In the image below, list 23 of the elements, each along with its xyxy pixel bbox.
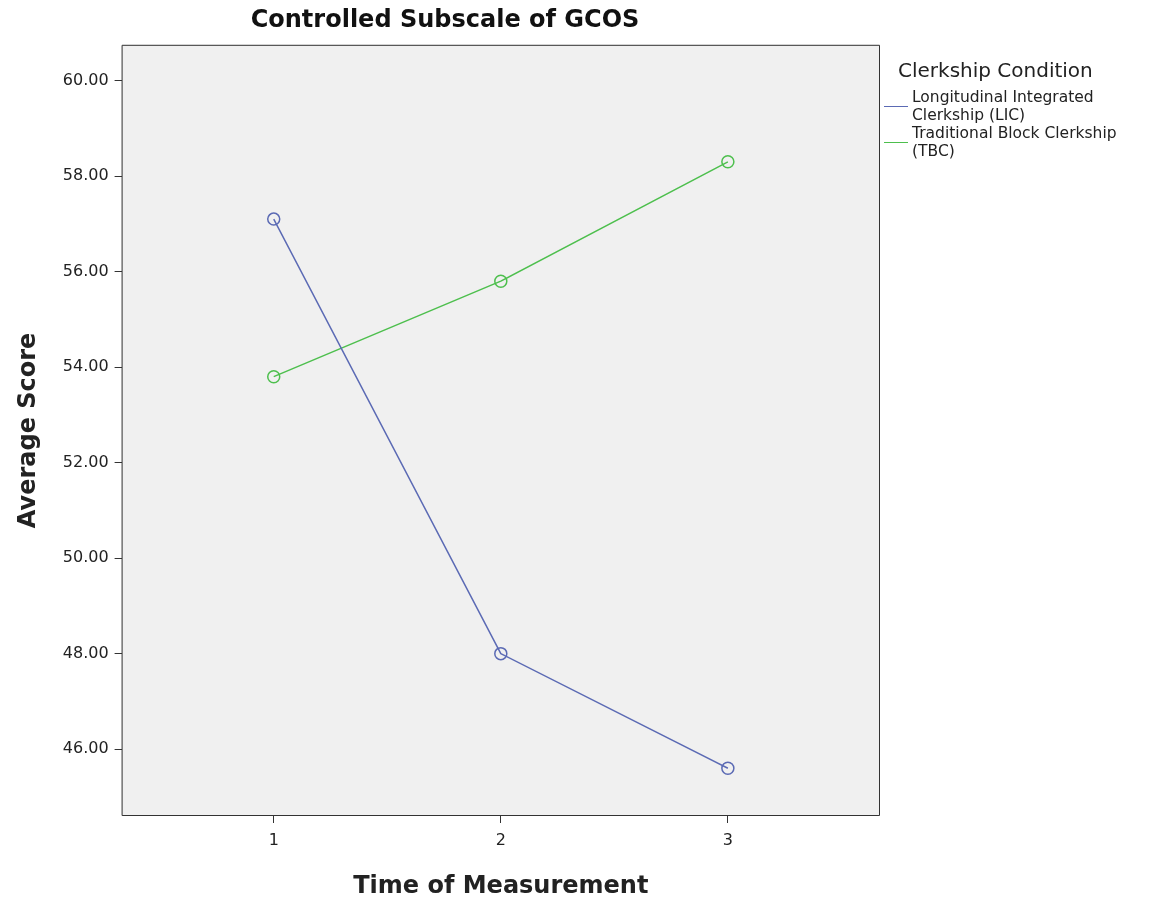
point: [721, 155, 735, 169]
y-axis-title: Average Score: [12, 332, 41, 529]
point: [266, 212, 281, 226]
point: [494, 646, 508, 661]
y-tick-label: 52.00: [62, 451, 109, 471]
x-axis-title: Time of Measurement: [353, 870, 649, 899]
y-tick-label: 46.00: [62, 738, 109, 758]
x-tick-label: 3: [722, 829, 733, 849]
legend-title: Clerkship Condition: [898, 58, 1094, 82]
point: [721, 761, 735, 775]
y-tick-label: 54.00: [62, 356, 109, 376]
y-tick-label: 48.00: [62, 642, 109, 662]
y-tick-label: 58.00: [62, 165, 109, 185]
y-tick-label: 56.00: [62, 260, 109, 280]
chart-title: Controlled Subscale of GCOS: [250, 4, 640, 33]
legend-label: Traditional Block Clerkship (TBC): [912, 124, 1118, 160]
point: [494, 274, 508, 288]
point: [266, 369, 281, 384]
x-tick-label: 2: [495, 829, 506, 849]
y-tick-label: 50.00: [62, 547, 109, 567]
y-tick-label: 60.00: [62, 69, 109, 89]
legend-label: Longitudinal Integrated Clerkship (LIC): [912, 88, 1095, 124]
x-tick-label: 1: [268, 829, 279, 849]
